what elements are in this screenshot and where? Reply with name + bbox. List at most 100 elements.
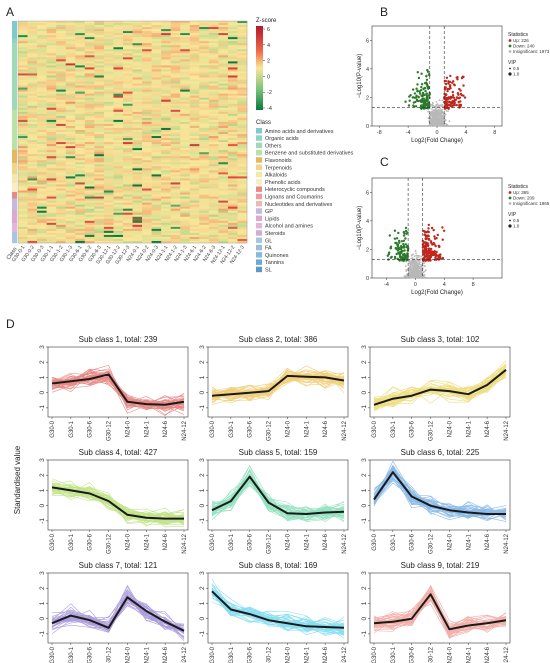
heatmap-cell	[27, 200, 38, 203]
heatmap-cell	[65, 172, 76, 175]
heatmap-cell	[113, 29, 124, 32]
heatmap-cell	[94, 45, 105, 48]
heatmap-cell	[170, 47, 181, 50]
heatmap-cell	[27, 53, 38, 56]
volcano-point	[402, 234, 406, 237]
heatmap-cell	[94, 152, 105, 155]
heatmap-cell	[151, 45, 162, 48]
heatmap-cell	[199, 174, 210, 177]
heatmap-cell	[75, 57, 86, 60]
heatmap-cell	[227, 109, 238, 113]
heatmap-cell	[227, 77, 238, 80]
heatmap-cell	[199, 115, 210, 119]
heatmap-cell	[113, 186, 124, 189]
heatmap-cell	[161, 77, 171, 80]
heatmap-cell	[199, 238, 210, 242]
subclass-y-tick-label: -1	[39, 631, 46, 637]
heatmap-cell	[94, 69, 105, 72]
heatmap-cell	[75, 142, 86, 145]
heatmap-cell	[227, 204, 238, 207]
heatmap-cell	[199, 134, 210, 137]
subclass-trace	[211, 367, 345, 398]
heatmap-cell	[103, 146, 114, 149]
heatmap-cell	[94, 35, 105, 38]
heatmap-cell	[142, 63, 152, 66]
heatmap-cell	[227, 75, 238, 78]
heatmap-cell	[180, 95, 191, 98]
heatmap-cell	[65, 180, 76, 183]
heatmap-cell	[56, 77, 67, 80]
heatmap-cell	[218, 172, 229, 175]
heatmap-cell	[227, 31, 238, 34]
heatmap-cell	[113, 121, 124, 125]
volcano-point	[393, 257, 397, 260]
heatmap-cell	[208, 83, 219, 86]
heatmap-cell	[218, 224, 229, 228]
heatmap-cell	[84, 174, 95, 177]
heatmap-cell	[142, 91, 152, 94]
heatmap-cell	[75, 224, 86, 228]
heatmap-cell	[18, 47, 28, 50]
heatmap-cell	[37, 101, 47, 105]
heatmap-cell	[94, 73, 105, 76]
volcano-point	[452, 83, 456, 86]
heatmap-cell	[103, 198, 114, 201]
volcano-point	[433, 109, 435, 112]
heatmap-cell	[122, 232, 133, 236]
heatmap-cell	[161, 69, 171, 72]
heatmap-cell	[218, 196, 229, 199]
heatmap-cell	[103, 63, 114, 66]
volcano-point	[460, 93, 463, 97]
heatmap-cell	[65, 67, 76, 70]
class-legend-swatch	[256, 266, 262, 273]
heatmap-cell	[189, 61, 200, 64]
heatmap-cell	[75, 210, 86, 214]
vip-legend-title: VIP	[508, 60, 517, 66]
heatmap-cell	[208, 138, 219, 141]
heatmap-cell	[199, 200, 210, 203]
heatmap-cell	[103, 85, 114, 88]
heatmap-cell	[151, 146, 162, 149]
heatmap-cell	[218, 208, 229, 212]
heatmap-cell	[161, 25, 171, 28]
heatmap-cell	[199, 154, 210, 157]
heatmap-cell	[218, 49, 229, 52]
heatmap-cell	[180, 240, 191, 244]
heatmap-cell	[94, 180, 105, 183]
heatmap-cell	[180, 45, 191, 48]
volcano-point	[417, 95, 420, 99]
heatmap-cell	[218, 79, 229, 82]
heatmap-cell	[199, 222, 210, 226]
heatmap-cell	[84, 138, 95, 141]
heatmap-cell	[56, 27, 67, 30]
heatmap-cell	[161, 140, 171, 143]
heatmap-cell	[122, 95, 133, 98]
heatmap-cell	[142, 166, 152, 169]
heatmap-cell	[208, 206, 219, 209]
heatmap-cell	[218, 200, 229, 203]
heatmap-cell	[132, 148, 143, 151]
heatmap-cell	[94, 77, 105, 80]
heatmap-cell	[218, 214, 229, 218]
heatmap-cell	[142, 172, 152, 175]
heatmap-cell	[151, 97, 162, 101]
heatmap-cell	[237, 127, 248, 131]
heatmap-cell	[189, 196, 200, 199]
heatmap-cell	[180, 210, 191, 214]
heatmap-cell	[122, 152, 133, 155]
heatmap-cell	[208, 93, 219, 96]
subclass-x-tick-label: N24-0	[447, 533, 453, 550]
heatmap-cell	[65, 45, 76, 48]
heatmap-cell	[37, 206, 47, 209]
heatmap-cell	[37, 125, 47, 129]
heatmap-cell	[132, 85, 143, 88]
heatmap-cell	[208, 200, 219, 203]
heatmap-cell	[27, 41, 38, 44]
heatmap-cell	[151, 117, 162, 121]
heatmap-cell	[103, 210, 114, 214]
heatmap-cell	[46, 190, 57, 193]
heatmap-cell	[227, 37, 238, 40]
heatmap-cell	[37, 222, 47, 226]
volcano-frame	[371, 25, 503, 127]
